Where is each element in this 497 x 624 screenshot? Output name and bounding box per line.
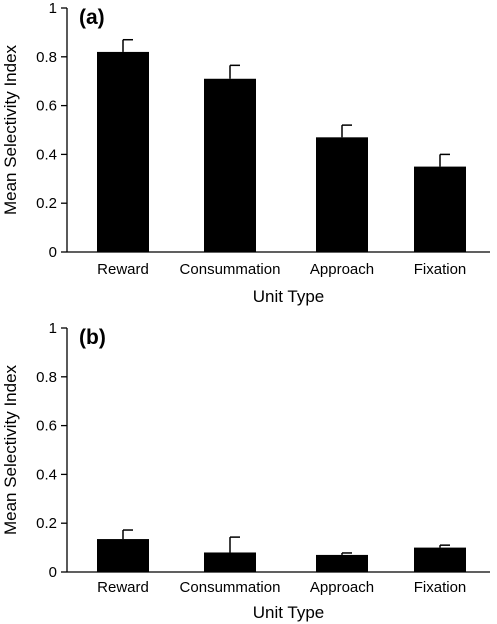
x-tick-label: Reward	[97, 579, 149, 596]
y-tick-label: 0.4	[36, 466, 57, 483]
y-tick-label: 0	[49, 564, 57, 581]
x-tick-label: Consummation	[180, 579, 281, 596]
x-tick-label: Approach	[310, 261, 374, 278]
y-tick-label: 1	[49, 0, 57, 17]
y-tick-label: 1	[49, 320, 57, 337]
y-tick-label: 0.2	[36, 195, 57, 212]
bar-consummation	[204, 552, 256, 572]
x-tick-label: Consummation	[180, 261, 281, 278]
bar-consummation	[204, 78, 256, 252]
bar-fixation	[414, 547, 466, 572]
bar-reward	[97, 51, 149, 252]
x-axis-label: Unit Type	[253, 603, 325, 622]
bar-reward	[97, 539, 149, 572]
panel-label: (b)	[79, 326, 106, 349]
x-tick-label: Fixation	[414, 261, 467, 278]
bar-approach	[316, 137, 368, 252]
panel-b: 0 0.2 0.4 0.6 0.8 1 Mean Selectivity Index (b) R…	[1, 320, 490, 622]
x-tick-label: Approach	[310, 579, 374, 596]
y-axis-label: Mean Selectivity Index	[1, 44, 20, 215]
bar-approach	[316, 554, 368, 572]
y-tick-label: 0.2	[36, 515, 57, 532]
y-tick-label: 0.8	[36, 49, 57, 66]
panel-a: 0 0.2 0.4 0.6 0.8 1 Mean Selectivity Index (a) R…	[1, 0, 490, 306]
panel-label: (a)	[79, 6, 105, 29]
y-tick-label: 0.6	[36, 98, 57, 115]
y-axis-label: Mean Selectivity Index	[1, 364, 20, 535]
bar-fixation	[414, 166, 466, 252]
x-tick-label: Reward	[97, 261, 149, 278]
y-tick-label: 0.4	[36, 146, 57, 163]
x-axis-label: Unit Type	[253, 287, 325, 306]
y-tick-label: 0.6	[36, 418, 57, 435]
y-tick-label: 0.8	[36, 369, 57, 386]
y-tick-label: 0	[49, 244, 57, 261]
x-tick-label: Fixation	[414, 579, 467, 596]
